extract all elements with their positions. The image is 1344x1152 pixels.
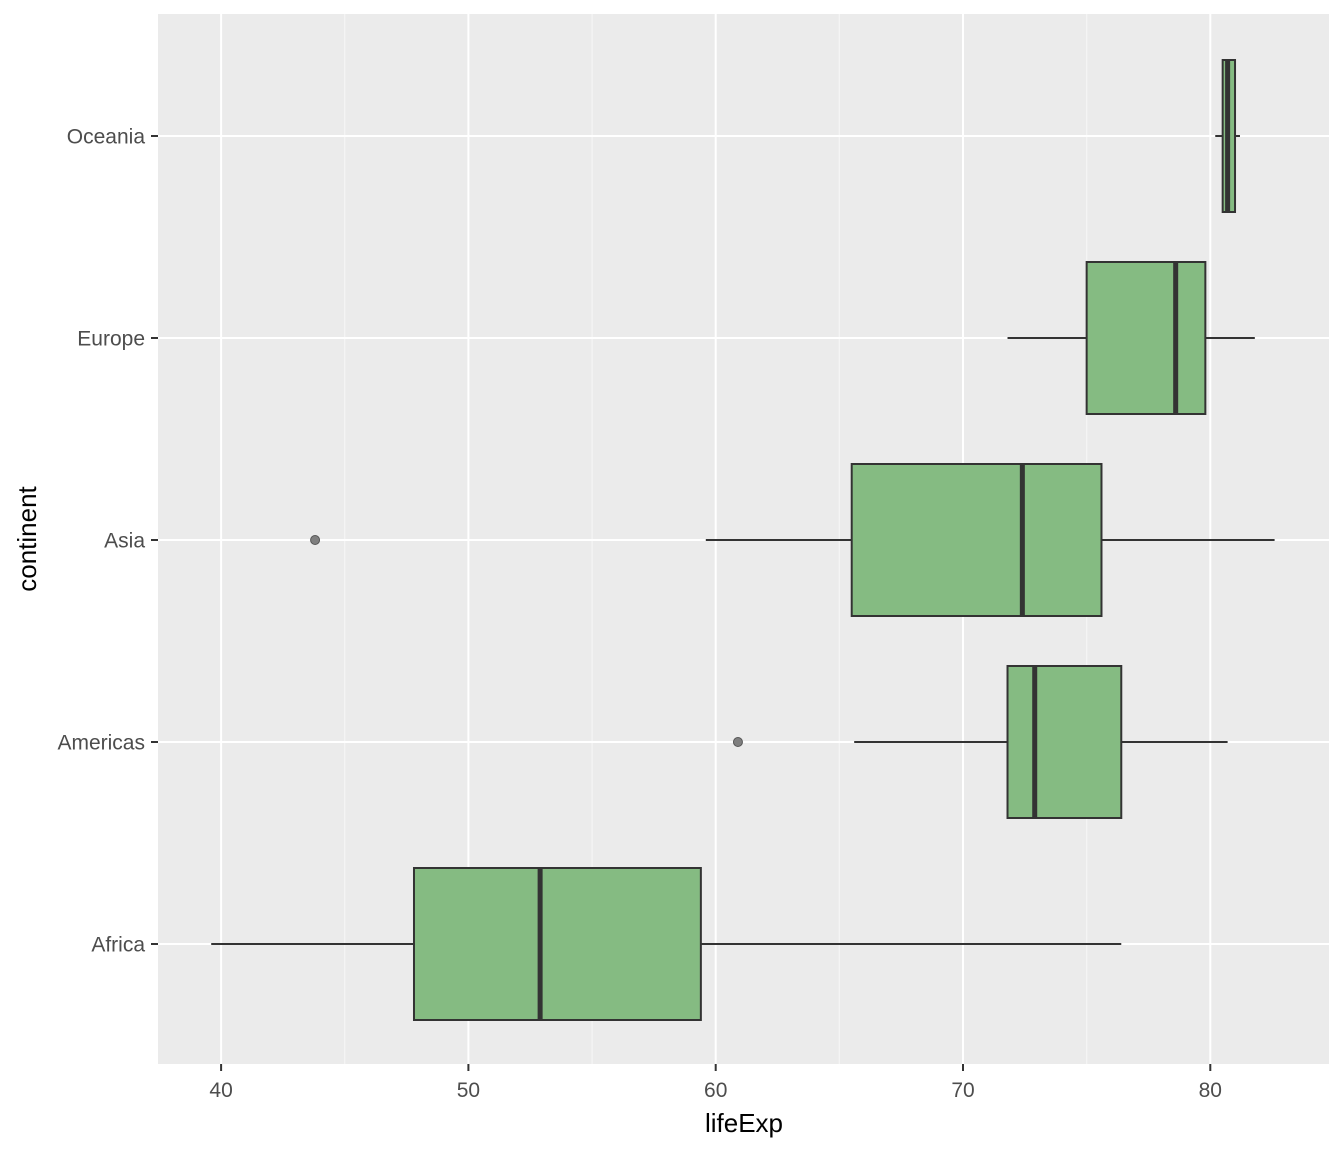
boxes bbox=[211, 59, 1275, 1021]
box-europe bbox=[1007, 261, 1255, 415]
x-tick-label: 70 bbox=[951, 1079, 974, 1102]
outlier-point bbox=[310, 535, 321, 545]
box-oceania bbox=[1215, 59, 1240, 213]
box-iqr bbox=[412, 867, 702, 1021]
x-tick-label: 50 bbox=[457, 1079, 480, 1102]
y-tick-label: Africa bbox=[91, 934, 145, 957]
box-iqr bbox=[1085, 261, 1207, 415]
y-tick-label: Europe bbox=[77, 328, 145, 351]
y-axis-title: continent bbox=[12, 485, 42, 591]
x-tick-label: 80 bbox=[1199, 1079, 1222, 1102]
box-asia bbox=[310, 463, 1275, 617]
box-americas bbox=[732, 665, 1228, 819]
box-iqr bbox=[1006, 665, 1123, 819]
x-axis: 40 50 60 70 80 bbox=[209, 1064, 1222, 1102]
x-axis-title: lifeExp bbox=[705, 1108, 783, 1138]
box-iqr bbox=[850, 463, 1103, 617]
box-africa bbox=[211, 867, 1122, 1021]
y-tick-label: Oceania bbox=[67, 126, 146, 149]
y-axis: Africa Americas Asia Europe Oceania bbox=[57, 126, 158, 957]
y-tick-label: Americas bbox=[57, 732, 145, 755]
y-tick-label: Asia bbox=[104, 530, 145, 553]
x-tick-label: 60 bbox=[704, 1079, 727, 1102]
x-tick-label: 40 bbox=[209, 1079, 232, 1102]
outlier-point bbox=[732, 737, 743, 747]
